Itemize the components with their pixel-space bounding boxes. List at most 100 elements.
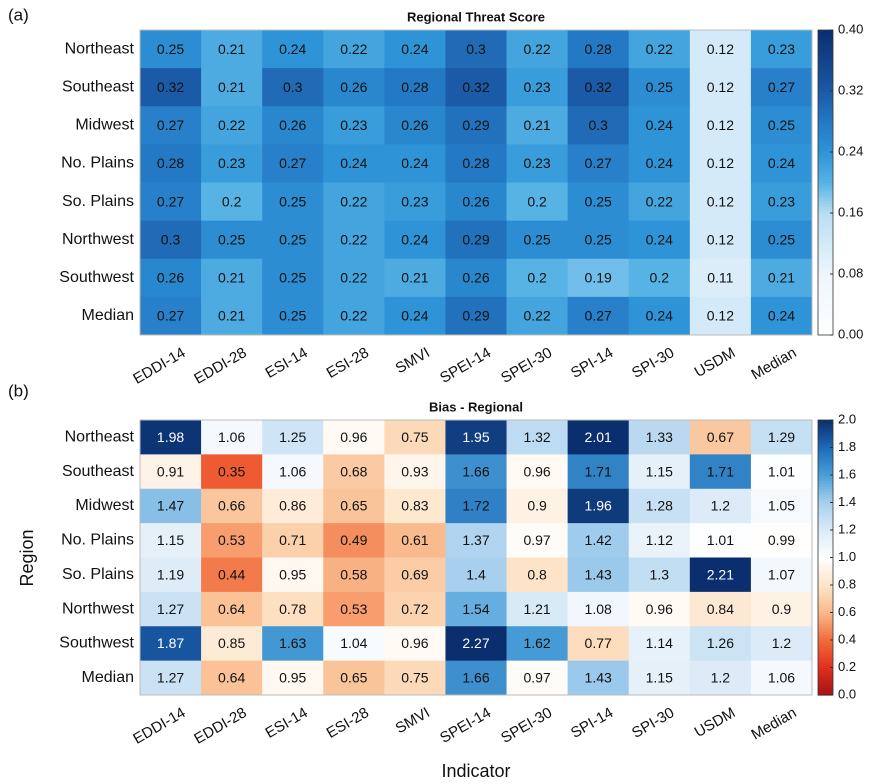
heat-cell bbox=[445, 106, 508, 145]
cell-label: 0.24 bbox=[646, 308, 673, 324]
heat-cell bbox=[506, 523, 569, 558]
heat-cell bbox=[445, 591, 508, 627]
cell-label: 0.25 bbox=[279, 231, 306, 247]
cell-label: 0.32 bbox=[462, 79, 489, 95]
cell-label: 0.96 bbox=[523, 463, 550, 479]
heat-cell bbox=[689, 591, 752, 627]
heat-cell bbox=[689, 68, 752, 107]
colorbar-strip bbox=[818, 286, 833, 290]
heat-cell bbox=[140, 660, 202, 696]
heat-cell bbox=[506, 296, 569, 336]
colorbar-strip bbox=[818, 292, 833, 296]
cell-label: 1.3 bbox=[650, 566, 670, 582]
colorbar-strip bbox=[818, 629, 833, 633]
colorbar-strip bbox=[818, 258, 833, 263]
colorbar-tick-label: 0.40 bbox=[838, 21, 863, 36]
heat-cell bbox=[140, 30, 202, 69]
cell-label: 1.26 bbox=[707, 635, 734, 651]
cell-label: 1.14 bbox=[646, 635, 673, 651]
cell-label: 0.32 bbox=[157, 79, 184, 95]
heat-cell bbox=[689, 557, 752, 593]
heat-cell bbox=[750, 296, 813, 336]
heat-cell bbox=[750, 626, 813, 662]
heat-cell bbox=[201, 182, 263, 222]
colorbar-strip bbox=[818, 304, 833, 309]
cell-label: 0.22 bbox=[646, 41, 673, 57]
colorbar-strip bbox=[818, 106, 833, 110]
heat-cell bbox=[628, 591, 691, 627]
heat-cell bbox=[384, 660, 446, 696]
heat-cell bbox=[750, 258, 813, 298]
cell-label: 0.24 bbox=[646, 117, 673, 133]
colorbar-strip bbox=[818, 75, 833, 80]
cell-label: 1.62 bbox=[523, 635, 550, 651]
heat-cell bbox=[506, 420, 569, 455]
heat-cell bbox=[628, 626, 691, 662]
cell-label: 0.22 bbox=[523, 308, 550, 324]
colorbar-strip bbox=[818, 42, 833, 46]
heat-cell bbox=[689, 454, 752, 490]
cell-label: 1.29 bbox=[768, 429, 795, 445]
colorbar-strip bbox=[818, 494, 833, 498]
colorbar-strip bbox=[818, 289, 833, 293]
heat-cell bbox=[567, 591, 630, 627]
cell-label: 0.23 bbox=[340, 117, 367, 133]
heat-cell bbox=[323, 626, 385, 662]
colorbar-tick-label: 0.24 bbox=[838, 143, 863, 158]
heat-cell bbox=[140, 296, 202, 336]
colorbar-strip bbox=[818, 560, 833, 564]
colorbar-strip bbox=[818, 133, 833, 138]
cell-label: 0.22 bbox=[340, 193, 367, 209]
cell-label: 1.42 bbox=[585, 532, 612, 548]
cell-label: 0.24 bbox=[401, 41, 428, 57]
colorbar-strip bbox=[818, 618, 833, 622]
colorbar-strip bbox=[818, 640, 833, 644]
row-label: Southwest bbox=[59, 269, 134, 286]
heat-cell bbox=[567, 68, 630, 107]
colorbar-strip bbox=[818, 667, 833, 671]
cell-label: 0.64 bbox=[218, 601, 245, 617]
col-label: ESI-14 bbox=[262, 704, 310, 742]
cell-label: 0.77 bbox=[585, 635, 612, 651]
heat-cell bbox=[323, 182, 385, 222]
heat-cell bbox=[750, 523, 813, 558]
cell-label: 0.3 bbox=[161, 231, 181, 247]
heat-cell bbox=[262, 626, 324, 662]
heat-cell bbox=[384, 626, 446, 662]
heat-cell bbox=[750, 488, 813, 524]
colorbar-strip bbox=[818, 152, 833, 156]
heat-cell bbox=[506, 30, 569, 69]
colorbar-strip bbox=[818, 200, 833, 205]
colorbar-strip bbox=[818, 475, 833, 479]
colorbar-strip bbox=[818, 100, 833, 104]
heat-cell bbox=[201, 591, 263, 627]
heat-cell bbox=[201, 420, 263, 455]
heat-cell bbox=[201, 296, 263, 336]
heat-cell bbox=[262, 296, 324, 336]
heat-cell bbox=[506, 144, 569, 183]
colorbar-strip bbox=[818, 246, 833, 251]
cell-label: 0.65 bbox=[340, 498, 367, 514]
cell-label: 0.23 bbox=[218, 155, 245, 171]
col-label: ESI-28 bbox=[324, 344, 372, 382]
cell-label: 0.21 bbox=[218, 308, 245, 324]
heat-cell bbox=[628, 296, 691, 336]
heat-cell bbox=[323, 258, 385, 298]
heat-cell bbox=[445, 557, 508, 593]
cell-label: 1.72 bbox=[462, 498, 489, 514]
colorbar-strip bbox=[818, 692, 833, 696]
cell-label: 1.05 bbox=[768, 498, 795, 514]
heat-cell bbox=[506, 591, 569, 627]
colorbar-strip bbox=[818, 328, 833, 333]
colorbar-strip bbox=[818, 270, 833, 275]
heat-cell bbox=[567, 144, 630, 183]
cell-label: 0.2 bbox=[650, 270, 670, 286]
heat-cell bbox=[445, 296, 508, 336]
colorbar-strip bbox=[818, 39, 833, 43]
colorbar-strip bbox=[818, 513, 833, 517]
colorbar-strip bbox=[818, 310, 833, 315]
colorbar-strip bbox=[818, 191, 833, 196]
row-label: Southeast bbox=[62, 463, 135, 480]
heat-cell bbox=[384, 488, 446, 524]
colorbar-strip bbox=[818, 662, 833, 666]
